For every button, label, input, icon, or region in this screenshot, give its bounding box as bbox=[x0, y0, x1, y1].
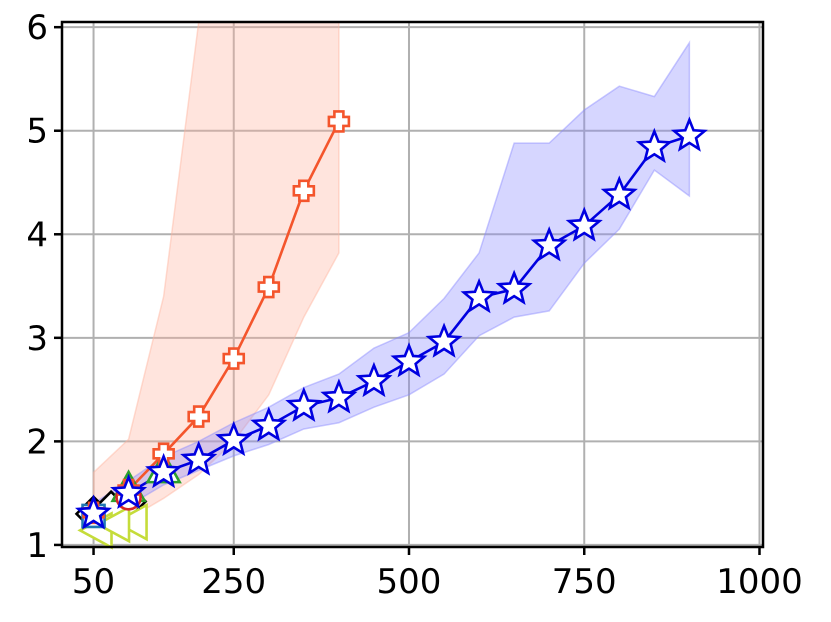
axes-frame bbox=[60, 20, 765, 549]
data-point-star bbox=[495, 269, 533, 305]
data-point-star bbox=[355, 361, 393, 398]
data-point-star bbox=[530, 226, 568, 262]
data-point-star bbox=[460, 277, 498, 314]
data-point-star bbox=[390, 342, 428, 378]
data-point-star bbox=[215, 420, 253, 457]
data-point-plus bbox=[327, 110, 351, 133]
x-tick-label: 50 bbox=[72, 562, 115, 602]
x-tick-label: 500 bbox=[377, 562, 442, 602]
data-point-star bbox=[565, 206, 603, 242]
y-tick-label: 6 bbox=[26, 8, 48, 48]
y-tick-label: 4 bbox=[26, 215, 48, 255]
grid bbox=[62, 22, 763, 547]
ticks bbox=[54, 25, 761, 555]
data-point-plus bbox=[187, 405, 210, 428]
series-5-band bbox=[92, 22, 340, 528]
data-point-star bbox=[425, 322, 463, 358]
data-point-star bbox=[145, 452, 183, 489]
x-tick-labels: 50 250 500 750 1000 bbox=[72, 562, 803, 602]
data-point-star bbox=[670, 116, 708, 152]
data-point-plus bbox=[257, 275, 281, 299]
series-markers bbox=[74, 110, 708, 550]
data-point-plus bbox=[222, 347, 246, 370]
y-tick-label: 1 bbox=[26, 526, 48, 566]
data-point-star bbox=[635, 127, 673, 164]
y-tick-label: 5 bbox=[26, 112, 48, 152]
data-point-star bbox=[600, 175, 638, 211]
data-point-star bbox=[285, 386, 323, 422]
y-tick-label: 2 bbox=[26, 422, 48, 462]
data-point-star bbox=[250, 406, 288, 442]
data-point-star bbox=[180, 440, 218, 476]
confidence-bands bbox=[92, 22, 691, 528]
x-tick-label: 250 bbox=[201, 562, 266, 602]
data-point-star bbox=[110, 473, 148, 509]
data-point-triangle-left bbox=[94, 505, 131, 544]
x-tick-label: 750 bbox=[552, 562, 617, 602]
data-point-star bbox=[320, 378, 358, 414]
data-point-plus bbox=[292, 179, 316, 203]
data-point-triangle-left bbox=[112, 502, 148, 542]
y-tick-labels: 1 2 3 4 5 6 bbox=[26, 8, 48, 566]
data-point-star bbox=[74, 494, 113, 530]
x-tick-label: 1000 bbox=[716, 562, 803, 602]
y-tick-label: 3 bbox=[26, 319, 48, 359]
